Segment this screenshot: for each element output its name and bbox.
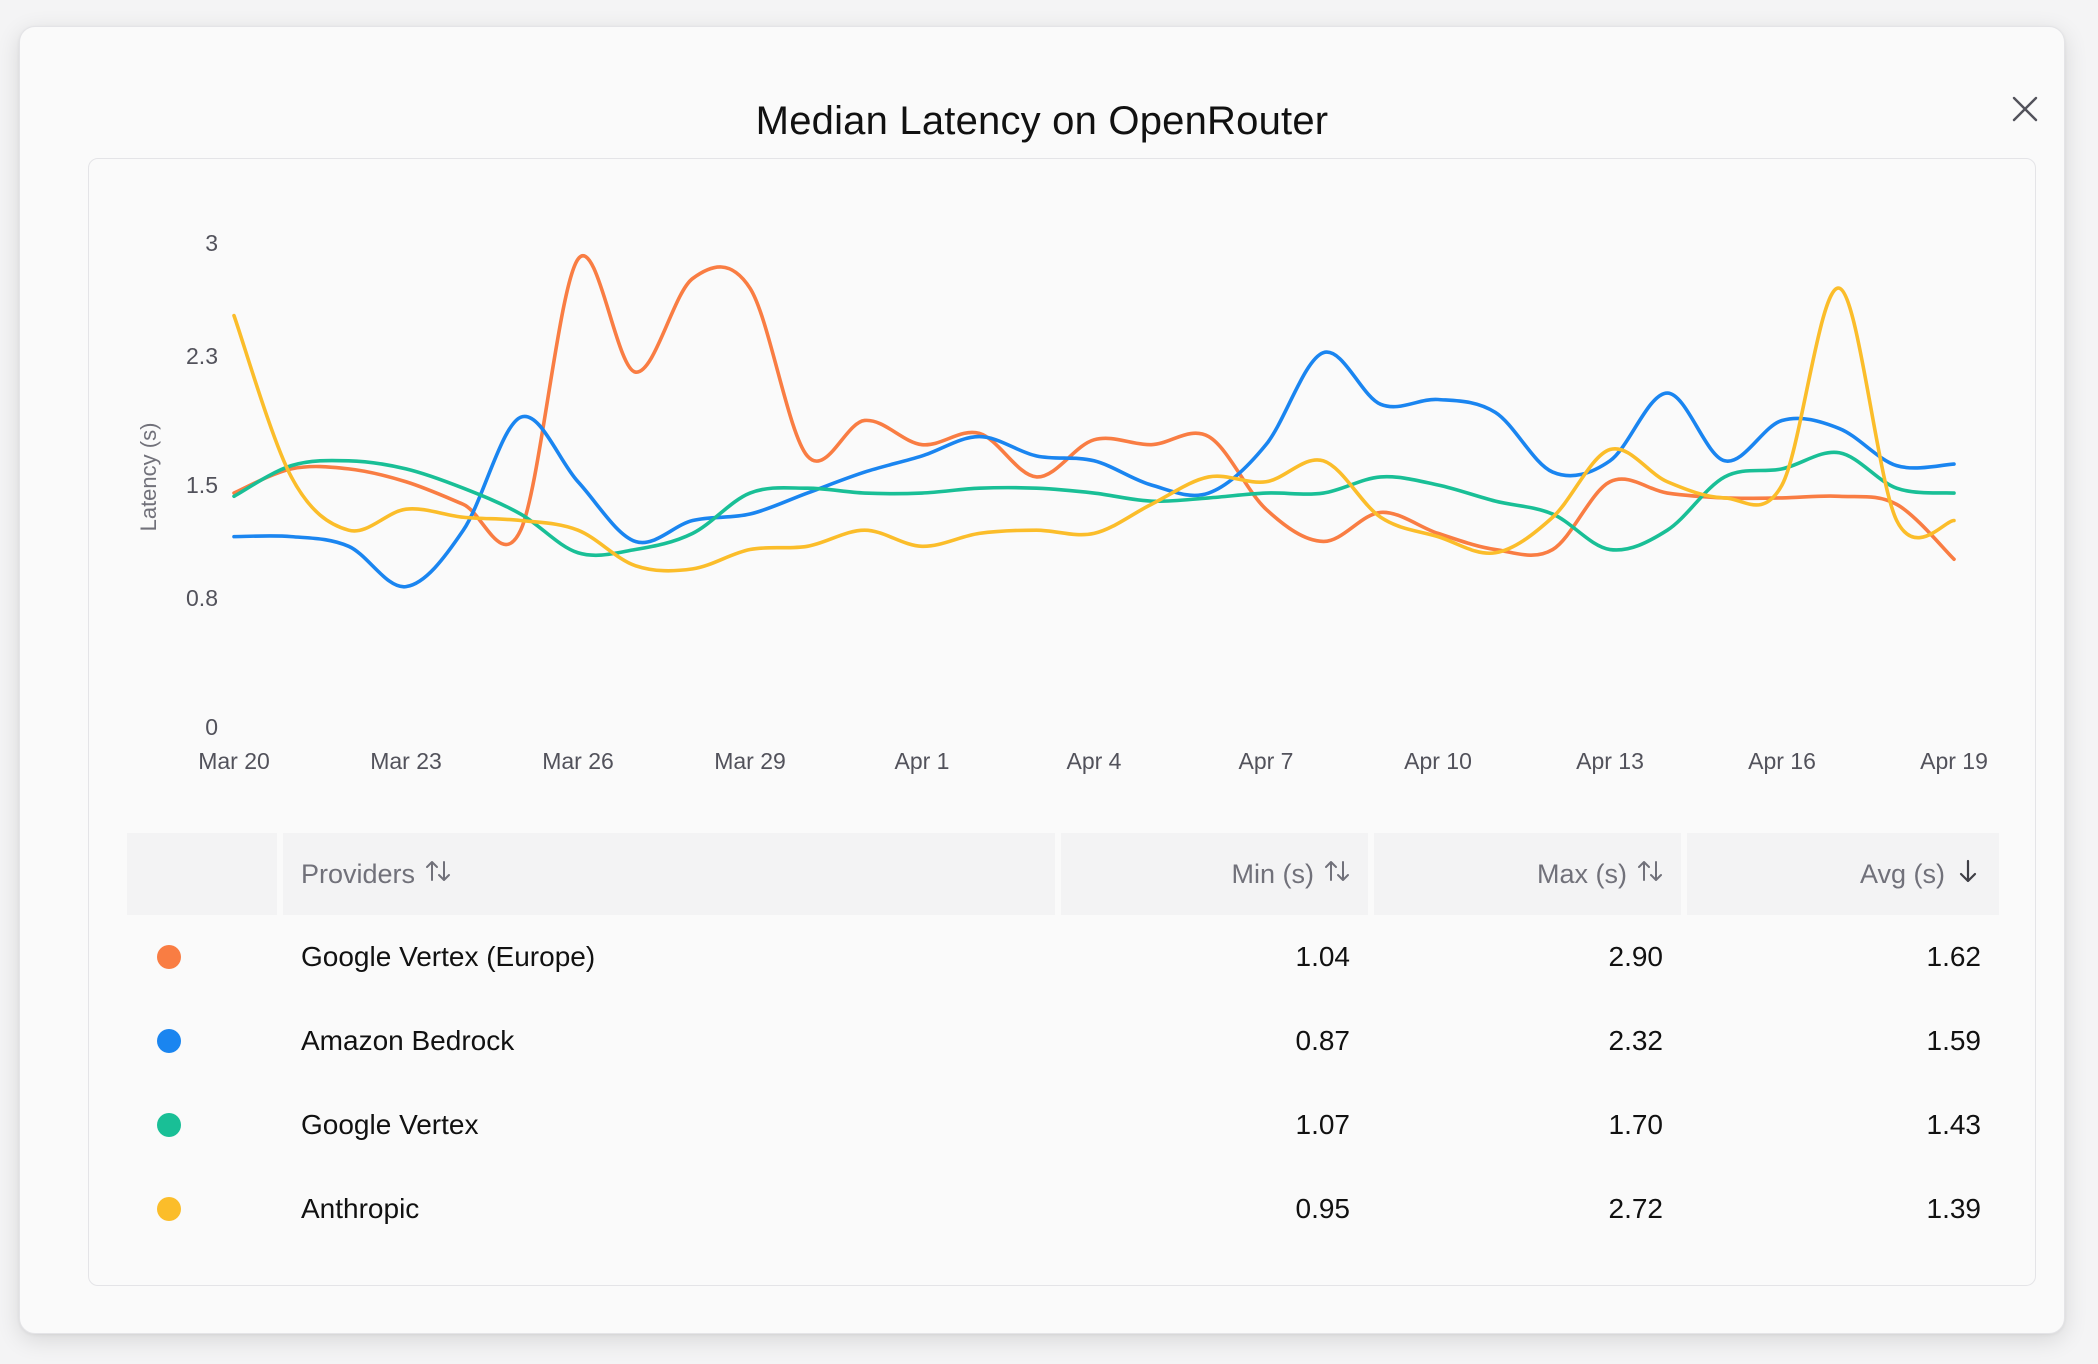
y-tick-label: 0	[205, 714, 218, 740]
x-tick-label: Mar 20	[198, 748, 270, 774]
provider-name: Amazon Bedrock	[301, 1025, 515, 1056]
color-header-cell	[127, 833, 277, 915]
max-value: 1.70	[1608, 1109, 1664, 1140]
x-tick-label: Apr 4	[1067, 748, 1122, 774]
x-tick-label: Apr 1	[895, 748, 950, 774]
avg-value: 1.59	[1926, 1025, 1982, 1056]
avg-value: 1.62	[1926, 941, 1982, 972]
table-row[interactable]: Anthropic 0.95 2.72 1.39	[127, 1167, 1999, 1251]
max-value: 2.32	[1608, 1025, 1664, 1056]
sort-updown-icon[interactable]	[1637, 858, 1663, 891]
series-line[interactable]	[232, 286, 1956, 573]
avg-header-label: Avg (s)	[1859, 858, 1945, 889]
series-color-dot	[157, 1167, 197, 1251]
table-row[interactable]: Google Vertex 1.07 1.70 1.43	[127, 1083, 1999, 1167]
color-dot	[157, 945, 181, 969]
provider-name: Google Vertex (Europe)	[301, 941, 596, 972]
y-tick-label: 0.8	[186, 585, 218, 611]
max-value: 2.72	[1608, 1193, 1664, 1224]
color-dot	[157, 1029, 181, 1053]
min-value: 0.87	[1295, 1025, 1351, 1056]
latency-modal: Median Latency on OpenRouter 0 0.8 1.5 2.3 3…	[19, 26, 2065, 1334]
providers-table: Providers Min (s) Max (s)	[127, 833, 1999, 1251]
table-row[interactable]: Amazon Bedrock 0.87 2.32 1.59	[127, 999, 1999, 1083]
series-color-dot	[157, 1083, 197, 1167]
modal-title: Median Latency on OpenRouter	[755, 99, 1329, 143]
min-header[interactable]: Min (s)	[1061, 833, 1368, 915]
x-tick-label: Apr 7	[1239, 748, 1294, 774]
color-dot	[157, 1197, 181, 1221]
color-dot	[157, 1113, 181, 1137]
table-header: Providers Min (s) Max (s)	[127, 833, 1999, 915]
y-tick-label: 1.5	[186, 472, 218, 498]
x-tick-label: Apr 19	[1920, 748, 1988, 774]
avg-value: 1.43	[1926, 1109, 1982, 1140]
min-value: 0.95	[1295, 1193, 1351, 1224]
y-tick-label: 2.3	[186, 343, 218, 369]
series-color-dot	[157, 915, 197, 999]
y-axis-label: Latency (s)	[136, 423, 161, 532]
min-value: 1.04	[1295, 941, 1351, 972]
x-tick-label: Mar 23	[370, 748, 442, 774]
arrow-down-icon[interactable]	[1955, 858, 1981, 891]
chart-card: 0 0.8 1.5 2.3 3 Latency (s) Mar 20 Mar 23 Mar 26…	[88, 158, 2036, 1286]
latency-line-chart: 0 0.8 1.5 2.3 3 Latency (s) Mar 20 Mar 23 Mar 26…	[136, 230, 1988, 774]
provider-name: Google Vertex	[301, 1109, 479, 1140]
x-tick-label: Apr 13	[1576, 748, 1644, 774]
max-header[interactable]: Max (s)	[1374, 833, 1681, 915]
provider-name: Anthropic	[301, 1193, 420, 1224]
series-line[interactable]	[232, 254, 1956, 562]
providers-header-label: Providers	[301, 858, 416, 889]
sort-updown-icon[interactable]	[1324, 858, 1350, 891]
providers-header[interactable]: Providers	[283, 833, 1055, 915]
x-tick-label: Mar 26	[542, 748, 614, 774]
close-icon	[2012, 96, 2038, 122]
avg-header[interactable]: Avg (s)	[1687, 833, 1999, 915]
min-value: 1.07	[1295, 1109, 1351, 1140]
series-color-dot	[157, 999, 197, 1083]
x-tick-label: Mar 29	[714, 748, 786, 774]
avg-value: 1.39	[1926, 1193, 1982, 1224]
sort-updown-icon[interactable]	[425, 858, 451, 891]
series-line[interactable]	[232, 350, 1956, 589]
min-header-label: Min (s)	[1231, 858, 1315, 889]
y-tick-label: 3	[205, 230, 218, 256]
max-header-label: Max (s)	[1537, 858, 1627, 889]
close-button[interactable]	[2005, 89, 2045, 129]
max-value: 2.90	[1608, 941, 1664, 972]
table-row[interactable]: Google Vertex (Europe) 1.04 2.90 1.62	[127, 915, 1999, 999]
series-line[interactable]	[232, 450, 1956, 558]
x-tick-label: Apr 10	[1404, 748, 1472, 774]
x-tick-label: Apr 16	[1748, 748, 1816, 774]
